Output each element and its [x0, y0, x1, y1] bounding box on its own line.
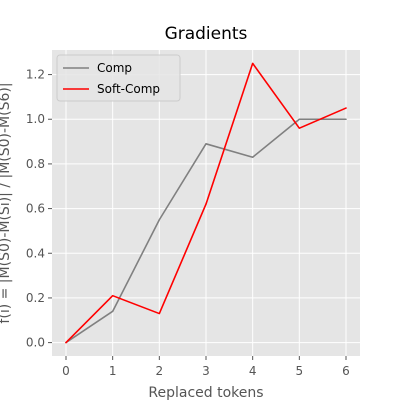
x-tick-label: 0	[62, 364, 70, 378]
series-line-comp	[65, 118, 347, 344]
x-tick-label: 6	[342, 364, 350, 378]
axis-ticks: 0 1 2 3 4 5 6 0.0 0.2 0.4 0.6 0.8 1.0 1.2	[26, 68, 350, 378]
y-tick-label: 1.0	[26, 112, 45, 126]
y-tick-label: 0.0	[26, 336, 45, 350]
y-tick-label: 1.2	[26, 68, 45, 82]
x-axis-label: Replaced tokens	[148, 385, 263, 400]
legend: Comp Soft-Comp	[56, 54, 181, 102]
x-tick-label: 2	[156, 364, 164, 378]
y-tick-label: 0.4	[26, 246, 45, 260]
chart-title: Gradients	[165, 24, 248, 44]
y-tick-label: 0.2	[26, 291, 45, 305]
x-tick-label: 4	[249, 364, 257, 378]
x-tick-label: 5	[296, 364, 304, 378]
x-tick-label: 1	[109, 364, 117, 378]
y-tick-label: 0.8	[26, 157, 45, 171]
y-tick-label: 0.6	[26, 202, 45, 216]
legend-label-comp: Comp	[97, 61, 132, 75]
y-axis-label: f(i) = |M(S0)-M(Si)| / |M(S0)-M(S6)|	[0, 82, 13, 323]
series-lines	[65, 62, 347, 344]
legend-label-soft-comp: Soft-Comp	[97, 82, 160, 96]
x-tick-label: 3	[202, 364, 210, 378]
series-line-soft-comp	[65, 62, 347, 344]
legend-items: Comp Soft-Comp	[63, 61, 160, 96]
